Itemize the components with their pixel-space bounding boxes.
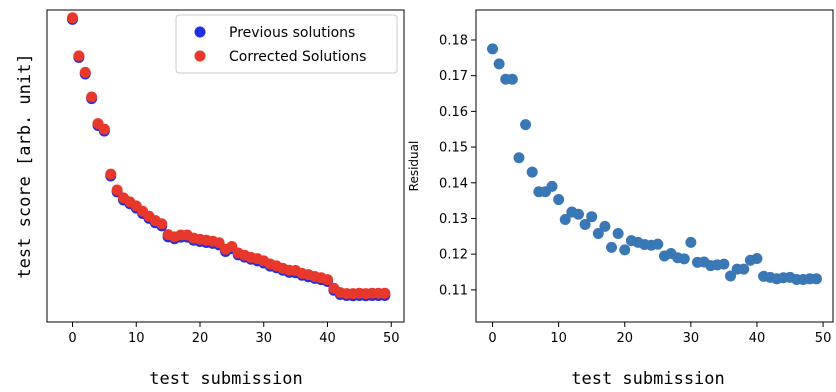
legend-label-corrected: Corrected Solutions [229,49,366,65]
point-right-s0-30 [685,236,697,248]
point-right-s0-1 [493,58,505,70]
point-right-s0-17 [599,220,611,232]
legend-marker-corrected [194,50,206,62]
x-axis-title-left: test submission [149,369,303,387]
point-right-s0-38 [738,263,750,275]
plot-frame-right [475,9,834,323]
point-right-s0-9 [546,180,558,192]
point-left-s1-1 [73,50,85,62]
y-tick-label-right-0.13: 0.13 [439,212,468,227]
y-axis-right: 0.11 0.12 0.13 0.14 0.15 0.16 0.17 0.18 [439,33,476,298]
point-left-s1-5 [98,123,110,135]
point-right-s0-4 [513,152,525,164]
point-left-s1-49 [379,287,391,299]
point-right-s0-36 [725,270,737,282]
point-right-s0-14 [579,219,591,231]
x-tick-label-left-30: 30 [255,331,272,346]
point-right-s0-25 [652,238,664,250]
x-tick-label-right-40: 40 [749,331,766,346]
legend-label-previous: Previous solutions [229,25,355,41]
point-left-s1-40 [322,274,333,286]
y-tick-label-right-0.14: 0.14 [439,176,468,191]
point-right-s0-11 [559,214,571,226]
point-right-s0-5 [520,119,532,131]
scatter-points-left [67,12,391,302]
plot-frame-left [46,9,405,323]
point-right-s0-6 [526,166,538,178]
point-right-s0-13 [572,208,584,220]
y-axis-title-right: Residual [407,141,421,192]
y-tick-label-right-0.17: 0.17 [439,69,468,84]
y-tick-label-right-0.12: 0.12 [439,248,468,263]
point-right-s0-16 [592,227,604,239]
x-tick-label-right-30: 30 [683,331,700,346]
x-tick-label-left-50: 50 [383,331,400,346]
point-right-s0-18 [606,241,618,253]
scatter-points-right [487,43,822,286]
point-right-s0-29 [678,253,690,265]
point-right-s0-15 [586,211,598,223]
point-right-s0-10 [553,194,565,206]
point-right-s0-20 [619,244,631,256]
point-left-s1-0 [67,12,78,24]
point-right-s0-3 [506,73,518,85]
point-right-s0-40 [751,252,763,264]
legend-marker-previous [194,26,206,38]
x-tick-label-left-10: 10 [128,331,145,346]
point-left-s1-3 [86,91,98,103]
legend-frame [175,14,398,74]
point-left-s1-7 [111,184,123,196]
point-right-s0-19 [612,227,624,239]
point-left-s1-14 [156,218,168,230]
x-tick-label-right-50: 50 [815,331,832,346]
point-right-s0-35 [718,258,730,270]
point-left-s1-2 [79,66,91,78]
chart-left: 0 10 20 30 40 50 test submission test score [… [15,9,405,389]
x-tick-label-left-0: 0 [68,331,76,346]
y-axis-title-left: test score [arb. unit] [15,53,35,278]
chart-right: 0 10 20 30 40 50 0.11 0.12 0.13 0.14 0.15 0.16 0.17… [407,9,834,389]
point-right-s0-0 [487,43,499,55]
y-tick-label-right-0.11: 0.11 [439,283,468,298]
x-tick-label-right-20: 20 [616,331,633,346]
legend: Previous solutions Corrected Solutions [175,14,398,74]
x-axis-left: 0 10 20 30 40 50 [68,322,400,346]
y-tick-label-right-0.18: 0.18 [439,33,468,48]
y-tick-label-right-0.16: 0.16 [439,105,468,120]
x-axis-right: 0 10 20 30 40 50 [488,322,831,346]
x-axis-title-right: test submission [571,369,725,387]
x-tick-label-right-10: 10 [550,331,567,346]
x-tick-label-right-0: 0 [488,331,496,346]
x-tick-label-left-20: 20 [192,331,209,346]
point-right-s0-49 [810,273,822,285]
x-tick-label-left-40: 40 [319,331,336,346]
point-left-s1-6 [105,168,117,180]
y-tick-label-right-0.15: 0.15 [439,141,468,156]
